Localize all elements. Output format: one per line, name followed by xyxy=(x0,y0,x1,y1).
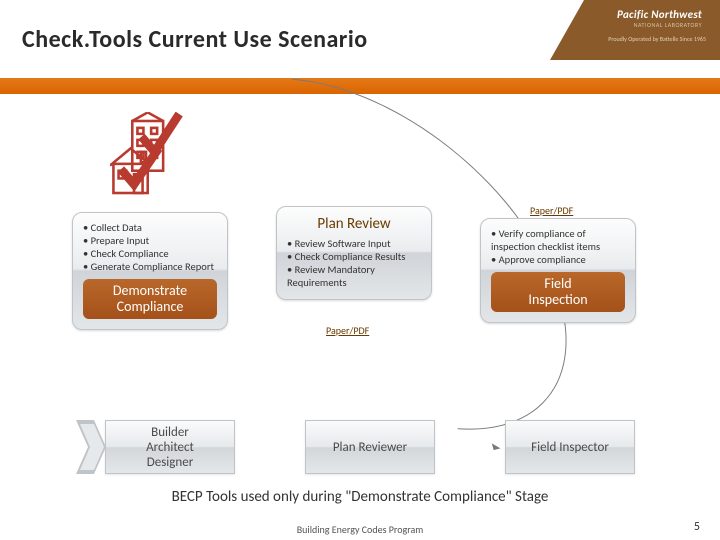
slide-caption: BECP Tools used only during "Demonstrate… xyxy=(0,488,720,506)
chevron-icon xyxy=(76,420,106,474)
stage-bullet: Review Mandatory Requirements xyxy=(287,263,421,289)
stage-bullet: Approve compliance xyxy=(491,253,625,266)
stage-title: Plan Review xyxy=(287,215,421,233)
stage-demonstrate-compliance: Collect Data Prepare Input Check Complia… xyxy=(72,212,228,330)
stage-bullets: Review Software Input Check Compliance R… xyxy=(287,237,421,289)
stage-name-line: Field xyxy=(493,276,623,292)
stage-bullet: Verify compliance of inspection checklis… xyxy=(491,227,625,253)
role-line: Builder xyxy=(146,425,194,440)
buildings-check-icon xyxy=(110,112,230,202)
role-line: Designer xyxy=(146,455,194,470)
role-line: Architect xyxy=(146,440,194,455)
stage-bullets: Collect Data Prepare Input Check Complia… xyxy=(83,221,217,273)
slide-header: Check.Tools Current Use Scenario Pacific… xyxy=(0,0,720,78)
slide-title: Check.Tools Current Use Scenario xyxy=(22,25,368,54)
stage-name-line: Compliance xyxy=(85,299,215,315)
brand-name: Pacific Northwest xyxy=(608,6,706,21)
stage-plan-review: Plan Review Review Software Input Check … xyxy=(276,206,432,300)
stage-bullet: Check Compliance Results xyxy=(287,250,421,263)
slide-footer: Building Energy Codes Program xyxy=(0,523,720,536)
stage-name-line: Inspection xyxy=(493,292,623,308)
slide-body: Collect Data Prepare Input Check Complia… xyxy=(0,94,720,524)
stage-name-line: Demonstrate xyxy=(85,283,215,299)
brand-logo: Pacific Northwest NATIONAL LABORATORY Pr… xyxy=(608,6,706,43)
brand-subtitle: NATIONAL LABORATORY xyxy=(608,21,706,31)
flow-label-paper-pdf: Paper/PDF xyxy=(530,204,573,217)
stage-bullet: Check Compliance xyxy=(83,247,217,260)
stage-bullet: Collect Data xyxy=(83,221,217,234)
brand-tagline: Proudly Operated by Battelle Since 1965 xyxy=(608,35,706,43)
stage-field-inspection: Verify compliance of inspection checklis… xyxy=(480,218,636,323)
role-builder-architect-designer: Builder Architect Designer xyxy=(105,420,235,474)
flow-label-paper-pdf: Paper/PDF xyxy=(326,324,369,337)
role-plan-reviewer: Plan Reviewer xyxy=(305,420,435,474)
stage-bullet: Generate Compliance Report xyxy=(83,260,217,273)
stage-bullets: Verify compliance of inspection checklis… xyxy=(491,227,625,266)
stage-name-badge: Demonstrate Compliance xyxy=(83,279,217,319)
stage-bullet: Prepare Input xyxy=(83,234,217,247)
stage-name-badge: Field Inspection xyxy=(491,272,625,312)
accent-bar xyxy=(0,78,720,94)
role-line: Field Inspector xyxy=(531,440,609,455)
role-line: Plan Reviewer xyxy=(333,440,407,455)
role-field-inspector: Field Inspector xyxy=(505,420,635,474)
page-number: 5 xyxy=(694,520,700,534)
stage-bullet: Review Software Input xyxy=(287,237,421,250)
